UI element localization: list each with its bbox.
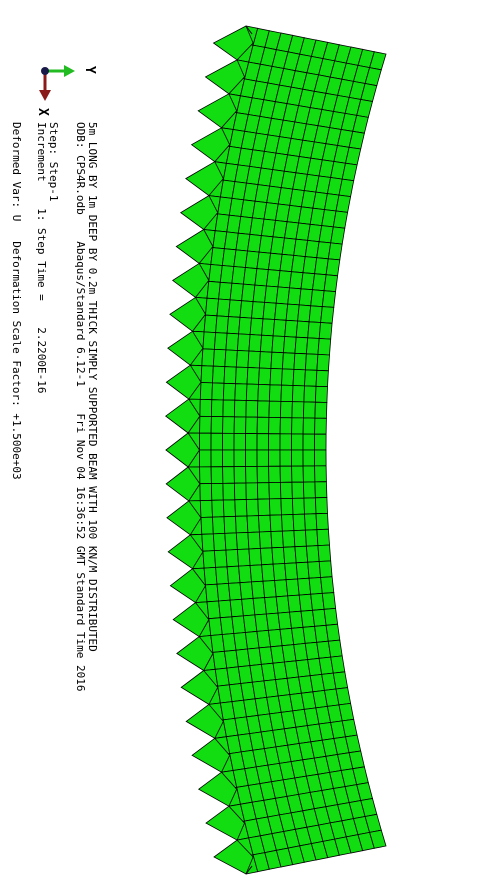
x-axis-arrow-head <box>39 90 51 101</box>
y-axis-arrow-head <box>64 65 75 77</box>
triad-origin <box>41 67 49 75</box>
mesh-element <box>369 829 387 849</box>
hourglass-spikes <box>165 25 254 875</box>
end-spike-top <box>245 25 253 35</box>
end-spike-bottom <box>245 865 253 875</box>
mesh-elements <box>187 25 387 875</box>
